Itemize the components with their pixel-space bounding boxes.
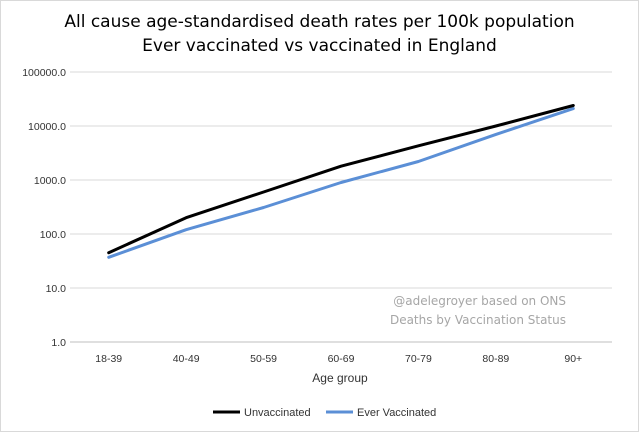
legend-label: Ever Vaccinated (357, 407, 436, 419)
grid-lines (70, 71, 612, 343)
y-tick-label: 10000.0 (28, 121, 66, 133)
y-tick-label: 1.0 (51, 337, 66, 349)
x-tick-label: 40-49 (173, 353, 200, 365)
x-tick-label: 90+ (564, 353, 582, 365)
x-tick-label: 70-79 (405, 353, 432, 365)
x-tick-label: 18-39 (95, 353, 122, 365)
x-tick-label: 50-59 (250, 353, 277, 365)
legend: Unvaccinated Ever Vaccinated (213, 407, 436, 419)
series-lines (107, 104, 575, 259)
series-line-ever-vaccinated (107, 107, 575, 259)
y-tick-label: 10.0 (46, 283, 67, 295)
legend-label: Unvaccinated (244, 407, 311, 419)
y-axis-ticks: 100000.0 10000.0 1000.0 100.0 10.0 1.0 (22, 67, 66, 349)
y-tick-label: 100.0 (40, 229, 66, 241)
y-tick-label: 100000.0 (22, 67, 66, 79)
chart-title-line-1: All cause age-standardised death rates p… (64, 12, 575, 32)
x-axis-ticks: 18-39 40-49 50-59 60-69 70-79 80-89 90+ (95, 353, 582, 365)
chart-title-line-2: Ever vaccinated vs vaccinated in England (142, 36, 497, 56)
x-axis-label: Age group (312, 371, 368, 385)
x-tick-label: 60-69 (328, 353, 355, 365)
source-annotation-line-2: Deaths by Vaccination Status (390, 313, 566, 327)
source-annotation-line-1: @adelegroyer based on ONS (393, 294, 566, 308)
series-line-unvaccinated (107, 104, 575, 255)
x-tick-label: 80-89 (482, 353, 509, 365)
y-tick-label: 1000.0 (34, 175, 66, 187)
